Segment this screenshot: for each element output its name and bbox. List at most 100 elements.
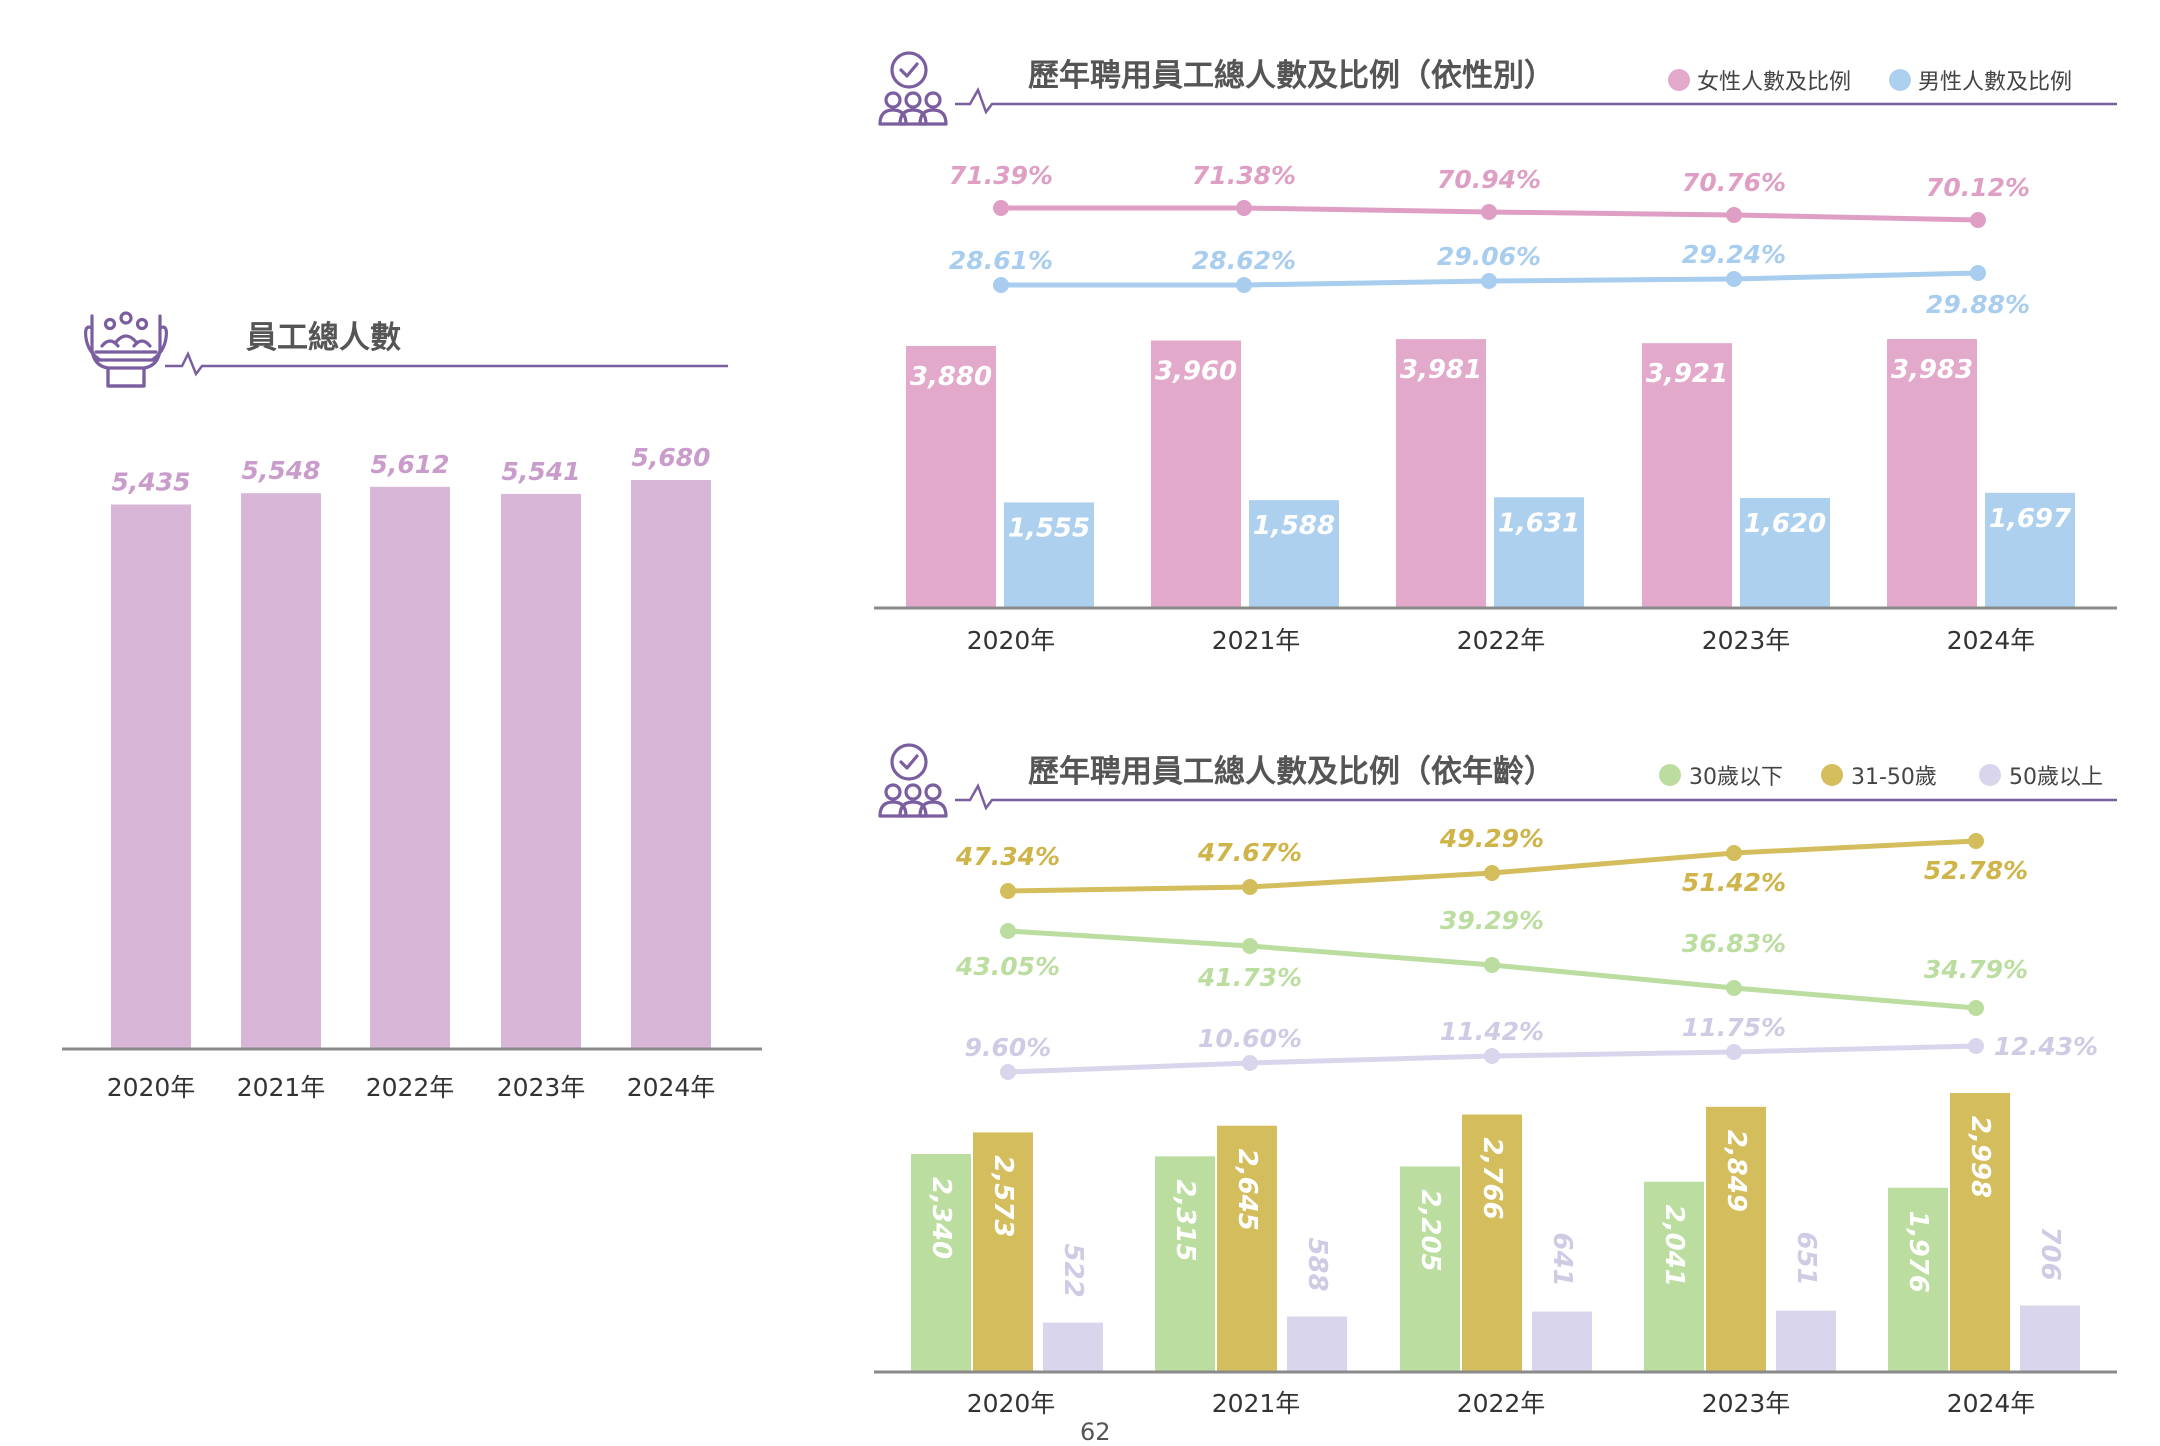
- data-label: 522: [1058, 1243, 1088, 1297]
- x-tick-label: 2024年: [1947, 626, 2036, 655]
- bars: [111, 480, 711, 1048]
- ratio-label: 71.38%: [1192, 161, 1296, 190]
- bar-male: [1985, 492, 2075, 607]
- ratio-label: 70.76%: [1682, 168, 1786, 197]
- x-tick-label: 2024年: [627, 1073, 716, 1102]
- bars: 3,880 3,960 3,981 3,921 3,983 1,555 1,588 1,631…: [906, 339, 2075, 607]
- value-labels: 5,435 5,548 5,612 5,541 5,680: [111, 443, 710, 497]
- bar-31-50: [973, 1132, 1033, 1371]
- ratio-lines: 71.39% 28.61% 71.38% 28.62% 70.94% 29.06% 70.7…: [949, 161, 2030, 319]
- data-label: 2,766: [1477, 1137, 1507, 1219]
- bar-female: [1151, 340, 1241, 607]
- x-tick-label: 2022年: [1457, 626, 1546, 655]
- bars: 2,340 2,315 2,205 2,041 1,976 2,573 2,645 2,766…: [911, 1093, 2080, 1371]
- bar: [501, 493, 581, 1048]
- ratio-point-female: [1481, 204, 1497, 220]
- ratio-point-under30: [1000, 923, 1016, 939]
- x-tick-label: 2020年: [967, 1389, 1056, 1418]
- ratio-point-over50: [1968, 1038, 1984, 1054]
- data-label: 5,548: [241, 456, 320, 485]
- data-label: 3,983: [1891, 355, 1973, 385]
- bar-female: [1887, 339, 1977, 607]
- x-tick-label: 2021年: [1212, 1389, 1301, 1418]
- ratio-label: 28.61%: [949, 246, 1053, 275]
- bar-female: [906, 345, 996, 607]
- gender-panel: 歷年聘用員工總人數及比例（依性別） 女性人數及比例 男性人數及比例 71.39% 2…: [874, 51, 2117, 655]
- ratio-label: 51.42%: [1682, 868, 1786, 897]
- data-label: 1,555: [1008, 513, 1090, 543]
- ratio-point-under30: [1484, 957, 1500, 973]
- ratio-point-male: [1236, 277, 1252, 293]
- data-label: 5,435: [111, 468, 190, 497]
- ratio-label: 29.88%: [1926, 290, 2030, 319]
- data-label: 2,340: [926, 1177, 956, 1259]
- data-label: 1,976: [1903, 1211, 1933, 1293]
- legend-label: 女性人數及比例: [1697, 70, 1851, 95]
- x-tick-label: 2020年: [967, 626, 1056, 655]
- bar: [111, 504, 191, 1048]
- ratio-label: 41.73%: [1197, 963, 1302, 992]
- ratio-point-female: [1236, 200, 1252, 216]
- x-tick-label: 2023年: [1702, 1389, 1791, 1418]
- data-label: 2,645: [1232, 1149, 1262, 1231]
- bar-under30: [1644, 1181, 1704, 1371]
- bar-over50: [1043, 1322, 1103, 1371]
- legend-swatch-female: [1668, 69, 1690, 91]
- ratio-label: 9.60%: [965, 1033, 1052, 1062]
- bar-male: [1249, 500, 1339, 607]
- data-label: 5,541: [501, 457, 580, 486]
- bar-male: [1494, 497, 1584, 607]
- ratio-label: 70.94%: [1437, 165, 1541, 194]
- x-tick-label: 2023年: [1702, 626, 1791, 655]
- people-check-badge-icon: [878, 51, 948, 126]
- legend-label: 31-50歲: [1851, 765, 1937, 790]
- ratio-label: 47.34%: [955, 842, 1060, 871]
- ratio-point-male: [993, 277, 1009, 293]
- ratio-label: 12.43%: [1994, 1032, 2098, 1061]
- legend-label: 30歲以下: [1689, 765, 1783, 790]
- bar-under30: [911, 1154, 971, 1371]
- x-tick-label: 2021年: [237, 1073, 326, 1102]
- legend-label: 50歲以上: [2009, 765, 2103, 790]
- ratio-point-31-50: [1484, 865, 1500, 881]
- ratio-point-male: [1481, 273, 1497, 289]
- x-tick-label: 2023年: [497, 1073, 586, 1102]
- ratio-point-31-50: [1968, 833, 1984, 849]
- ratio-label: 11.75%: [1682, 1013, 1786, 1042]
- data-label: 2,849: [1721, 1130, 1751, 1212]
- bar-female: [1396, 339, 1486, 607]
- page-number: 62: [1080, 1418, 1111, 1446]
- bar-under30: [1155, 1156, 1215, 1371]
- data-label: 641: [1547, 1232, 1577, 1286]
- ratio-point-female: [1970, 212, 1986, 228]
- ratio-point-under30: [1726, 980, 1742, 996]
- x-tick-label: 2022年: [1457, 1389, 1546, 1418]
- data-label: 1,588: [1253, 511, 1335, 541]
- ratio-point-31-50: [1726, 845, 1742, 861]
- chart-title: 員工總人數: [246, 320, 401, 356]
- bar-male: [1740, 497, 1830, 607]
- x-tick-labels: 2020年 2021年 2022年 2023年 2024年: [967, 1389, 2036, 1418]
- ratio-point-over50: [1000, 1064, 1016, 1080]
- ratio-point-male: [1970, 265, 1986, 281]
- legend: 30歲以下 31-50歲 50歲以上: [1659, 764, 2103, 790]
- chart-title: 歷年聘用員工總人數及比例（依年齡）: [1028, 754, 1555, 790]
- ratio-label: 29.24%: [1682, 240, 1786, 269]
- ratio-label: 47.67%: [1197, 838, 1302, 867]
- ratio-label: 49.29%: [1439, 824, 1544, 853]
- data-label: 2,205: [1415, 1189, 1445, 1271]
- x-tick-label: 2020年: [107, 1073, 196, 1102]
- hands-holding-people-icon: [84, 311, 168, 388]
- x-tick-label: 2024年: [1947, 1389, 2036, 1418]
- x-tick-labels: 2020年 2021年 2022年 2023年 2024年: [107, 1073, 716, 1102]
- ratio-point-over50: [1242, 1055, 1258, 1071]
- title-divider: [955, 87, 2117, 115]
- data-label: 706: [2035, 1226, 2065, 1280]
- bar-31-50: [1217, 1125, 1277, 1371]
- ratio-point-over50: [1726, 1044, 1742, 1060]
- legend-swatch-under30: [1659, 764, 1681, 786]
- bar-over50: [2020, 1305, 2080, 1371]
- total-employees-panel: 員工總人數 5,435 5,548 5,612 5,541 5,680 2020年 202…: [62, 311, 762, 1102]
- people-check-badge-icon: [878, 743, 948, 818]
- bar-over50: [1532, 1311, 1592, 1371]
